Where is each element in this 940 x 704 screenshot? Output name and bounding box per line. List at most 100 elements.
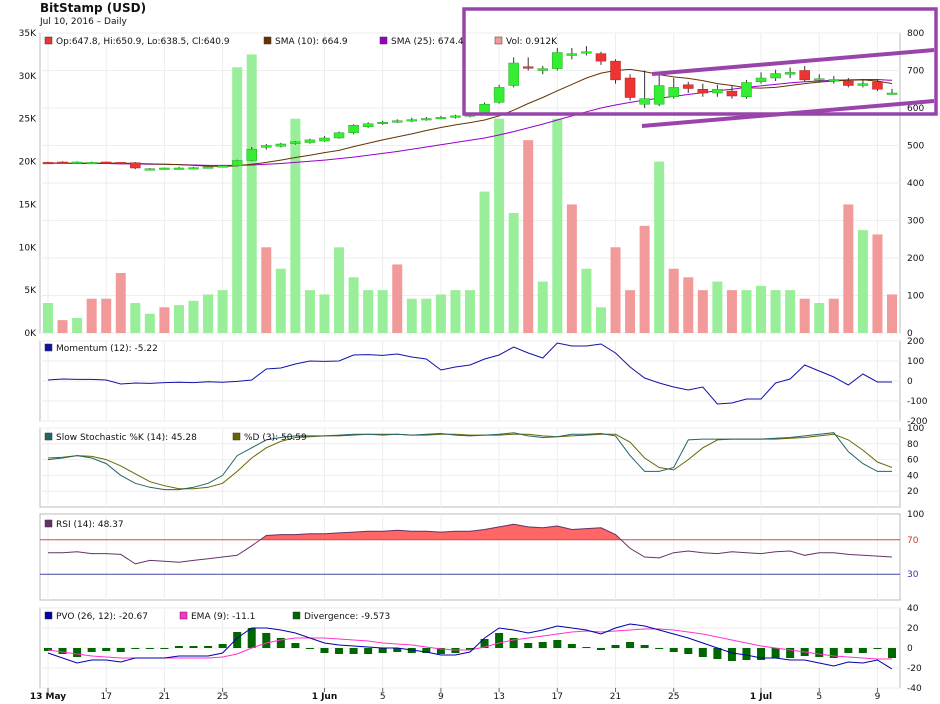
divergence-bar bbox=[596, 648, 605, 650]
candle-body bbox=[683, 84, 694, 89]
volume-bar bbox=[465, 290, 475, 333]
divergence-bar bbox=[58, 648, 67, 654]
volume-bar bbox=[421, 298, 432, 333]
divergence-bar bbox=[305, 648, 314, 649]
volume-bar bbox=[537, 281, 548, 333]
candle-body bbox=[450, 115, 461, 118]
x-tick-label: 5 bbox=[380, 692, 386, 702]
price-right-tick-label: 600 bbox=[907, 104, 924, 114]
candle-body bbox=[726, 90, 738, 97]
divergence-bar bbox=[538, 642, 547, 648]
candle-body bbox=[377, 122, 388, 124]
candle-body bbox=[828, 79, 840, 82]
divergence-bar bbox=[233, 632, 242, 648]
stochastic-tick-label: 80 bbox=[907, 440, 919, 450]
candle-body bbox=[333, 132, 345, 139]
volume-bar bbox=[828, 298, 839, 333]
pvo-tick-label: 20 bbox=[907, 624, 919, 634]
chart-subtitle: Jul 10, 2016 – Daily bbox=[40, 17, 127, 27]
volume-bar bbox=[581, 268, 592, 333]
x-tick-label: 9 bbox=[438, 692, 444, 702]
price-right-tick-label: 400 bbox=[907, 179, 924, 189]
candle-body bbox=[653, 85, 665, 105]
candle-body bbox=[348, 125, 359, 133]
legend-sma10: SMA (10): 664.9 bbox=[275, 37, 348, 47]
volume-bar bbox=[173, 305, 184, 333]
divergence-bar bbox=[626, 642, 635, 648]
legend-ohlc-swatch bbox=[44, 36, 53, 45]
price-left-tick-label: 35K bbox=[19, 29, 37, 39]
volume-bar bbox=[290, 118, 301, 333]
price-right-tick-label: 0 bbox=[907, 329, 913, 339]
volume-bar bbox=[435, 294, 446, 333]
divergence-bar bbox=[291, 643, 300, 648]
volume-bar bbox=[57, 320, 68, 333]
legend-vol-swatch bbox=[494, 36, 503, 45]
volume-bar bbox=[43, 303, 53, 333]
x-tick-label: 13 bbox=[493, 692, 504, 702]
legend-stoch-k-swatch bbox=[44, 432, 53, 441]
legend-pvo-ema: EMA (9): -11.1 bbox=[191, 612, 255, 622]
candle-body bbox=[71, 161, 83, 164]
x-tick-label: 9 bbox=[875, 692, 881, 702]
candle-body bbox=[217, 165, 228, 168]
candle-body bbox=[537, 68, 549, 71]
divergence-bar bbox=[87, 648, 96, 652]
candle-body bbox=[784, 72, 796, 75]
candle-body bbox=[857, 83, 869, 86]
x-tick-label: 21 bbox=[610, 692, 621, 702]
legend-pvo: PVO (26, 12): -20.67 bbox=[56, 612, 148, 622]
divergence-bar bbox=[727, 648, 736, 661]
volume-bar bbox=[144, 313, 155, 333]
divergence-bar bbox=[655, 648, 664, 649]
volume-bar bbox=[130, 303, 141, 333]
volume-bar bbox=[72, 318, 83, 333]
candle-body bbox=[86, 162, 97, 165]
divergence-bar bbox=[553, 640, 562, 648]
volume-bar bbox=[377, 290, 388, 333]
price-right-tick-label: 800 bbox=[907, 29, 924, 39]
volume-bar bbox=[334, 247, 345, 333]
candle-body bbox=[261, 145, 272, 148]
rsi-tick-label: 70 bbox=[907, 536, 919, 546]
divergence-bar bbox=[204, 646, 213, 648]
candle-body bbox=[886, 92, 898, 95]
volume-bar bbox=[217, 290, 228, 333]
pvo-tick-label: 0 bbox=[907, 644, 913, 654]
candle-body bbox=[624, 77, 636, 98]
divergence-bar bbox=[669, 648, 678, 652]
divergence-bar bbox=[466, 648, 474, 650]
price-left-tick-label: 30K bbox=[19, 72, 37, 82]
volume-bar bbox=[566, 204, 577, 333]
candle-body bbox=[421, 118, 432, 121]
volume-bar bbox=[726, 290, 737, 333]
volume-bar bbox=[887, 294, 897, 333]
volume-bar bbox=[275, 268, 286, 333]
divergence-bar bbox=[262, 633, 271, 648]
legend-pvo-swatch bbox=[44, 611, 53, 620]
candle-body bbox=[843, 80, 854, 86]
volume-bar bbox=[712, 281, 723, 333]
legend-stoch-k: Slow Stochastic %K (14): 45.28 bbox=[56, 433, 197, 443]
volume-bar bbox=[203, 294, 214, 333]
candle-body bbox=[231, 160, 243, 166]
candle-body bbox=[173, 167, 185, 170]
candle-body bbox=[159, 167, 170, 170]
divergence-bar bbox=[611, 645, 620, 648]
volume-bar bbox=[857, 230, 868, 333]
volume-bar bbox=[843, 204, 854, 333]
divergence-bar bbox=[786, 648, 795, 658]
divergence-bar bbox=[713, 648, 722, 659]
candle-body bbox=[813, 78, 825, 81]
candle-body bbox=[770, 73, 781, 79]
candle-body bbox=[188, 167, 199, 170]
stochastic-tick-label: 40 bbox=[907, 471, 919, 481]
candle-body bbox=[275, 143, 287, 147]
volume-bar bbox=[523, 140, 534, 333]
momentum-tick-label: 0 bbox=[907, 377, 913, 387]
legend-pvo-ema-swatch bbox=[179, 611, 188, 620]
divergence-bar bbox=[160, 648, 169, 649]
divergence-bar bbox=[844, 648, 853, 653]
candle-body bbox=[508, 62, 519, 86]
rsi-tick-label: 30 bbox=[907, 570, 919, 580]
